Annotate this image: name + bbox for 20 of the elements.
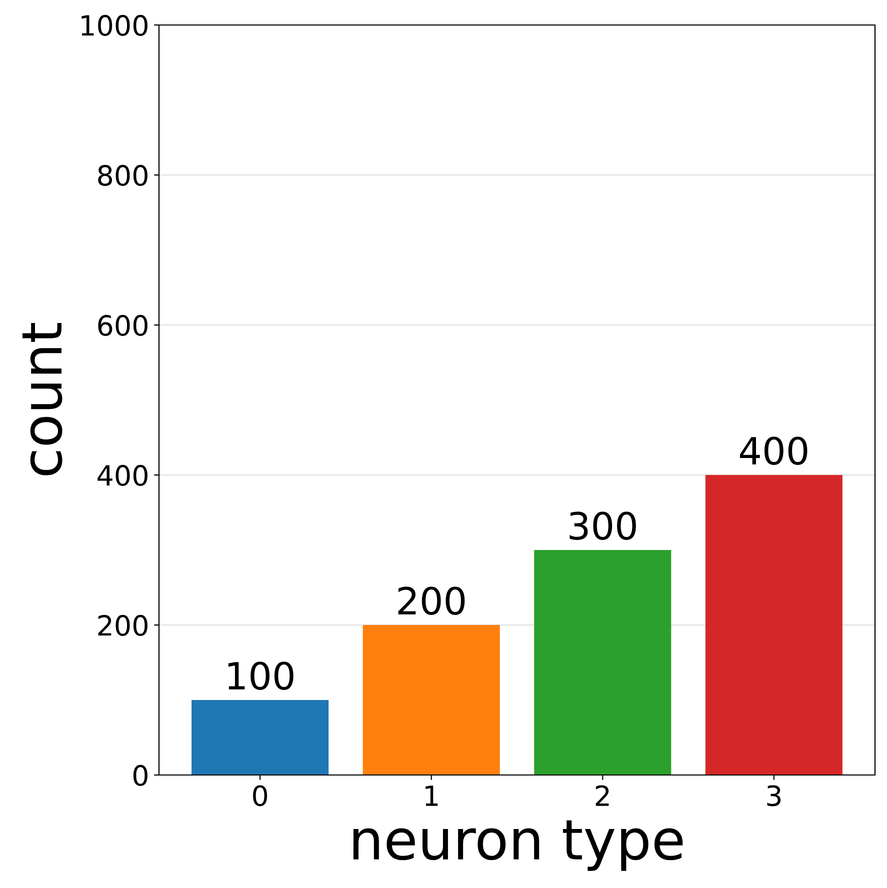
bar: [534, 550, 672, 775]
y-tick-label: 0: [133, 764, 148, 786]
data-label: 400: [740, 436, 808, 465]
x-tick-label: 2: [596, 785, 609, 806]
data-label: 300: [570, 512, 636, 540]
bar: [705, 475, 842, 775]
y-axis-title: count: [22, 322, 62, 476]
x-tick-label: 0: [253, 785, 268, 806]
x-axis-title: neuron type: [353, 820, 683, 871]
y-tick-label: 400: [98, 464, 148, 486]
y-tick-label: 200: [98, 614, 148, 636]
bar: [362, 625, 500, 775]
x-tick-label: 3: [767, 785, 781, 806]
y-tick-label: 800: [98, 164, 148, 186]
data-label: 100: [228, 662, 294, 690]
x-tick-label: 1: [426, 786, 438, 806]
y-tick-label: 1000: [82, 14, 148, 36]
data-label: 200: [398, 586, 465, 615]
bar: [192, 700, 329, 775]
y-tick-label: 600: [98, 314, 148, 336]
